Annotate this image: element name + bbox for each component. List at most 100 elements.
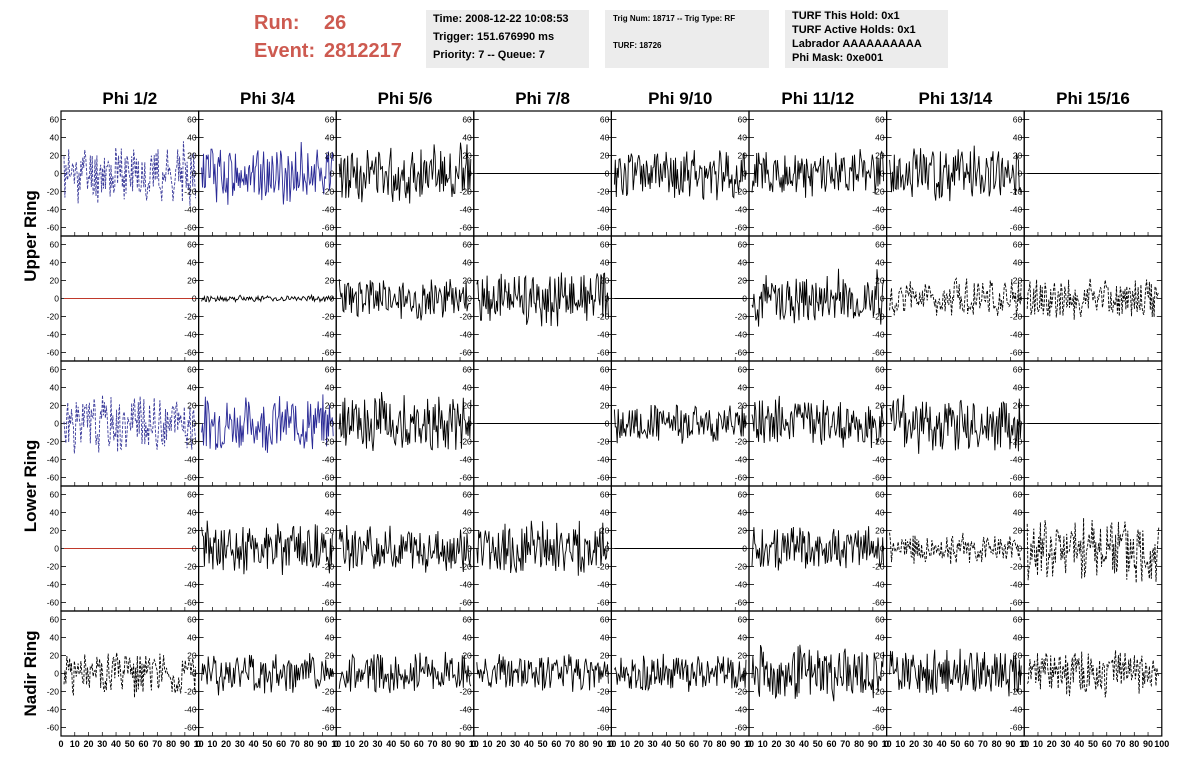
x-tick-label: 20 [1047, 739, 1057, 749]
y-tick-label: -20 [47, 187, 60, 197]
y-tick-label: -20 [735, 187, 748, 197]
y-tick-label: 40 [187, 258, 197, 268]
y-tick-label: 60 [875, 365, 885, 375]
y-tick-label: -40 [597, 580, 610, 590]
y-tick-label: -40 [735, 580, 748, 590]
y-tick-label: -20 [1010, 312, 1023, 322]
y-tick-label: -60 [460, 598, 473, 608]
column-header: Phi 3/4 [240, 89, 295, 108]
y-tick-label: -40 [735, 205, 748, 215]
y-tick-label: 20 [462, 401, 472, 411]
panel-frame [198, 235, 337, 362]
column-header: Phi 11/12 [781, 89, 854, 108]
waveform-line [751, 526, 885, 571]
waveform-panel: -60 -40 -20 0 20 40 60 [322, 485, 475, 612]
y-tick-label: 40 [50, 258, 60, 268]
x-tick-label: 40 [386, 739, 396, 749]
y-tick-label: 0 [467, 169, 472, 179]
x-tick-label: 40 [1074, 739, 1084, 749]
y-tick-label: -20 [872, 312, 885, 322]
x-tick-label: 10 [882, 739, 892, 749]
y-tick-label: -60 [1010, 598, 1023, 608]
waveform-panel: -60 -40 -20 0 20 40 60 [460, 110, 612, 237]
y-tick-label: -20 [47, 562, 60, 572]
y-tick-label: 20 [462, 526, 472, 536]
y-tick-label: -60 [184, 723, 197, 733]
y-tick-label: 60 [187, 615, 197, 625]
waveform-line [614, 653, 747, 692]
x-tick-label: 10 [1019, 739, 1029, 749]
y-tick-label: 40 [1013, 383, 1023, 393]
x-tick-label: 50 [400, 739, 410, 749]
y-tick-label: -40 [322, 455, 335, 465]
y-tick-label: 40 [875, 383, 885, 393]
y-tick-label: 60 [1013, 240, 1023, 250]
waveform-panel: -60 -40 -20 0 20 40 60 [47, 110, 200, 237]
x-tick-label: 90 [1005, 739, 1015, 749]
y-tick-label: 60 [325, 115, 335, 125]
y-tick-label: -60 [872, 348, 885, 358]
x-tick-label: 10 [606, 739, 616, 749]
y-tick-label: -40 [460, 705, 473, 715]
y-tick-label: -60 [322, 348, 335, 358]
y-tick-label: 0 [192, 294, 197, 304]
y-tick-label: 20 [600, 526, 610, 536]
y-tick-label: 0 [54, 419, 59, 429]
waveform-panel: -60 -40 -20 0 20 40 60 [1010, 235, 1163, 362]
waveform-line [338, 142, 472, 204]
column-header: Phi 5/6 [378, 89, 433, 108]
y-tick-label: -60 [735, 473, 748, 483]
waveform-line [476, 654, 609, 692]
y-tick-label: -20 [597, 687, 610, 697]
x-tick-label: 10 [895, 739, 905, 749]
y-tick-label: 40 [600, 633, 610, 643]
y-tick-label: -40 [872, 205, 885, 215]
y-tick-label: 0 [880, 294, 885, 304]
y-tick-label: -60 [184, 223, 197, 233]
x-tick-label: 30 [510, 739, 520, 749]
waveform-panel: -60 -40 -20 0 20 40 60 [597, 485, 750, 612]
y-tick-label: 60 [325, 240, 335, 250]
x-tick-label: 30 [97, 739, 107, 749]
x-tick-label: 30 [648, 739, 658, 749]
x-tick-label: 10 [469, 739, 479, 749]
y-tick-label: 60 [1013, 490, 1023, 500]
x-tick-label: 10 [744, 739, 754, 749]
panel-frame [748, 110, 888, 237]
panel-frame [473, 485, 612, 612]
x-tick-label: 70 [1116, 739, 1126, 749]
y-tick-label: 20 [50, 276, 60, 286]
y-tick-label: -40 [1010, 330, 1023, 340]
waveform-line [338, 651, 472, 694]
x-tick-label: 10 [207, 739, 217, 749]
panel-frame [885, 360, 1025, 487]
y-tick-label: 20 [1013, 651, 1023, 661]
waveform-line [751, 268, 885, 327]
y-tick-label: 20 [875, 151, 885, 161]
y-tick-label: 40 [738, 633, 748, 643]
y-tick-label: 20 [50, 526, 60, 536]
y-tick-label: 40 [325, 133, 335, 143]
x-tick-label: 70 [565, 739, 575, 749]
y-tick-label: 40 [875, 258, 885, 268]
y-tick-label: -40 [460, 330, 473, 340]
waveform-panel: -60 -40 -20 0 20 40 60 [872, 110, 1025, 237]
y-tick-label: 60 [875, 240, 885, 250]
x-tick-label: 0 [609, 739, 614, 749]
y-tick-label: -60 [735, 348, 748, 358]
y-tick-label: 20 [187, 151, 197, 161]
y-tick-label: -40 [1010, 455, 1023, 465]
y-tick-label: -40 [184, 455, 197, 465]
y-tick-label: 40 [50, 133, 60, 143]
column-header: Phi 1/2 [102, 89, 157, 108]
y-tick-label: 60 [462, 490, 472, 500]
waveform-panel: -60 -40 -20 0 20 40 60 [184, 360, 337, 487]
y-tick-label: -20 [322, 187, 335, 197]
y-tick-label: -20 [184, 312, 197, 322]
waveform-panel: -60 -40 -20 0 20 40 60 [460, 235, 612, 362]
x-tick-label: 0 [1022, 739, 1027, 749]
y-tick-label: -40 [872, 580, 885, 590]
y-tick-label: 0 [467, 419, 472, 429]
y-tick-label: -40 [322, 205, 335, 215]
